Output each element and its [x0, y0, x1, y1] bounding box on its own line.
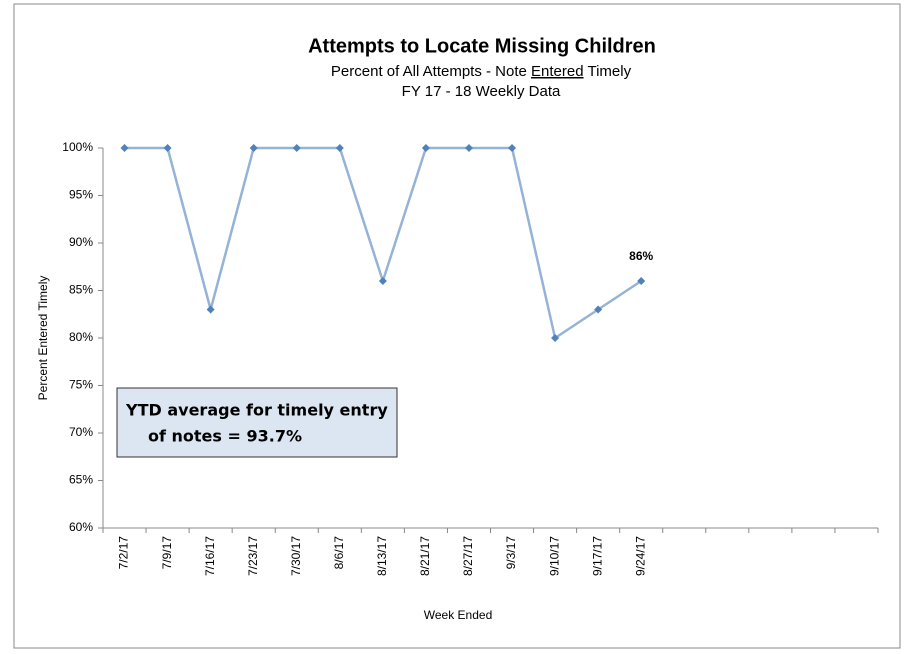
x-tick-label: 7/30/17 — [289, 536, 303, 576]
x-tick-label: 8/6/17 — [332, 536, 346, 570]
annotation: YTD average for timely entry — [125, 401, 388, 420]
subtitle-part: Percent of All Attempts - Note — [331, 63, 531, 80]
subtitle-part: Entered — [531, 63, 584, 80]
y-tick-label: 85% — [69, 283, 93, 297]
data-label: 86% — [629, 249, 653, 263]
x-tick-label: 9/24/17 — [633, 536, 647, 576]
data-point — [206, 305, 215, 314]
y-axis-label: Percent Entered Timely — [36, 276, 50, 401]
data-point — [508, 144, 517, 152]
data-point — [464, 144, 473, 152]
data-point — [120, 144, 129, 152]
x-tick-label: 8/13/17 — [375, 536, 389, 576]
chart-subtitle: FY 17 - 18 Weekly Data — [402, 83, 561, 100]
subtitle-part: Timely — [584, 63, 632, 80]
chart-title: Attempts to Locate Missing Children — [308, 35, 656, 57]
x-tick-label: 7/16/17 — [203, 536, 217, 576]
x-tick-label: 7/9/17 — [160, 536, 174, 570]
data-point — [292, 144, 301, 152]
data-point — [378, 277, 387, 285]
y-tick-label: 80% — [69, 330, 93, 344]
x-tick-label: 9/17/17 — [590, 536, 604, 576]
y-tick-label: 60% — [69, 520, 93, 534]
data-point — [637, 277, 646, 285]
x-axis-label: Week Ended — [424, 608, 493, 622]
x-tick-label: 7/2/17 — [117, 536, 131, 570]
data-point — [163, 144, 172, 152]
data-point — [335, 144, 344, 152]
y-tick-label: 95% — [69, 188, 93, 202]
data-point — [594, 305, 603, 314]
x-tick-label: 8/21/17 — [418, 536, 432, 576]
chart-subtitle: Percent of All Attempts - Note Entered T… — [331, 63, 632, 80]
x-tick-label: 8/27/17 — [461, 536, 475, 576]
x-tick-label: 9/3/17 — [504, 536, 518, 570]
y-tick-label: 70% — [69, 425, 93, 439]
y-tick-label: 65% — [69, 473, 93, 487]
chart-border — [13, 3, 901, 649]
x-tick-label: 7/23/17 — [246, 536, 260, 576]
data-point — [421, 144, 430, 152]
data-point — [249, 144, 258, 152]
annotation: of notes = 93.7% — [148, 427, 302, 446]
data-point — [551, 334, 560, 342]
annotation-box — [116, 387, 398, 458]
y-tick-label: 90% — [69, 235, 93, 249]
y-tick-label: 100% — [62, 140, 93, 154]
x-tick-label: 9/10/17 — [547, 536, 561, 576]
y-tick-label: 75% — [69, 378, 93, 392]
